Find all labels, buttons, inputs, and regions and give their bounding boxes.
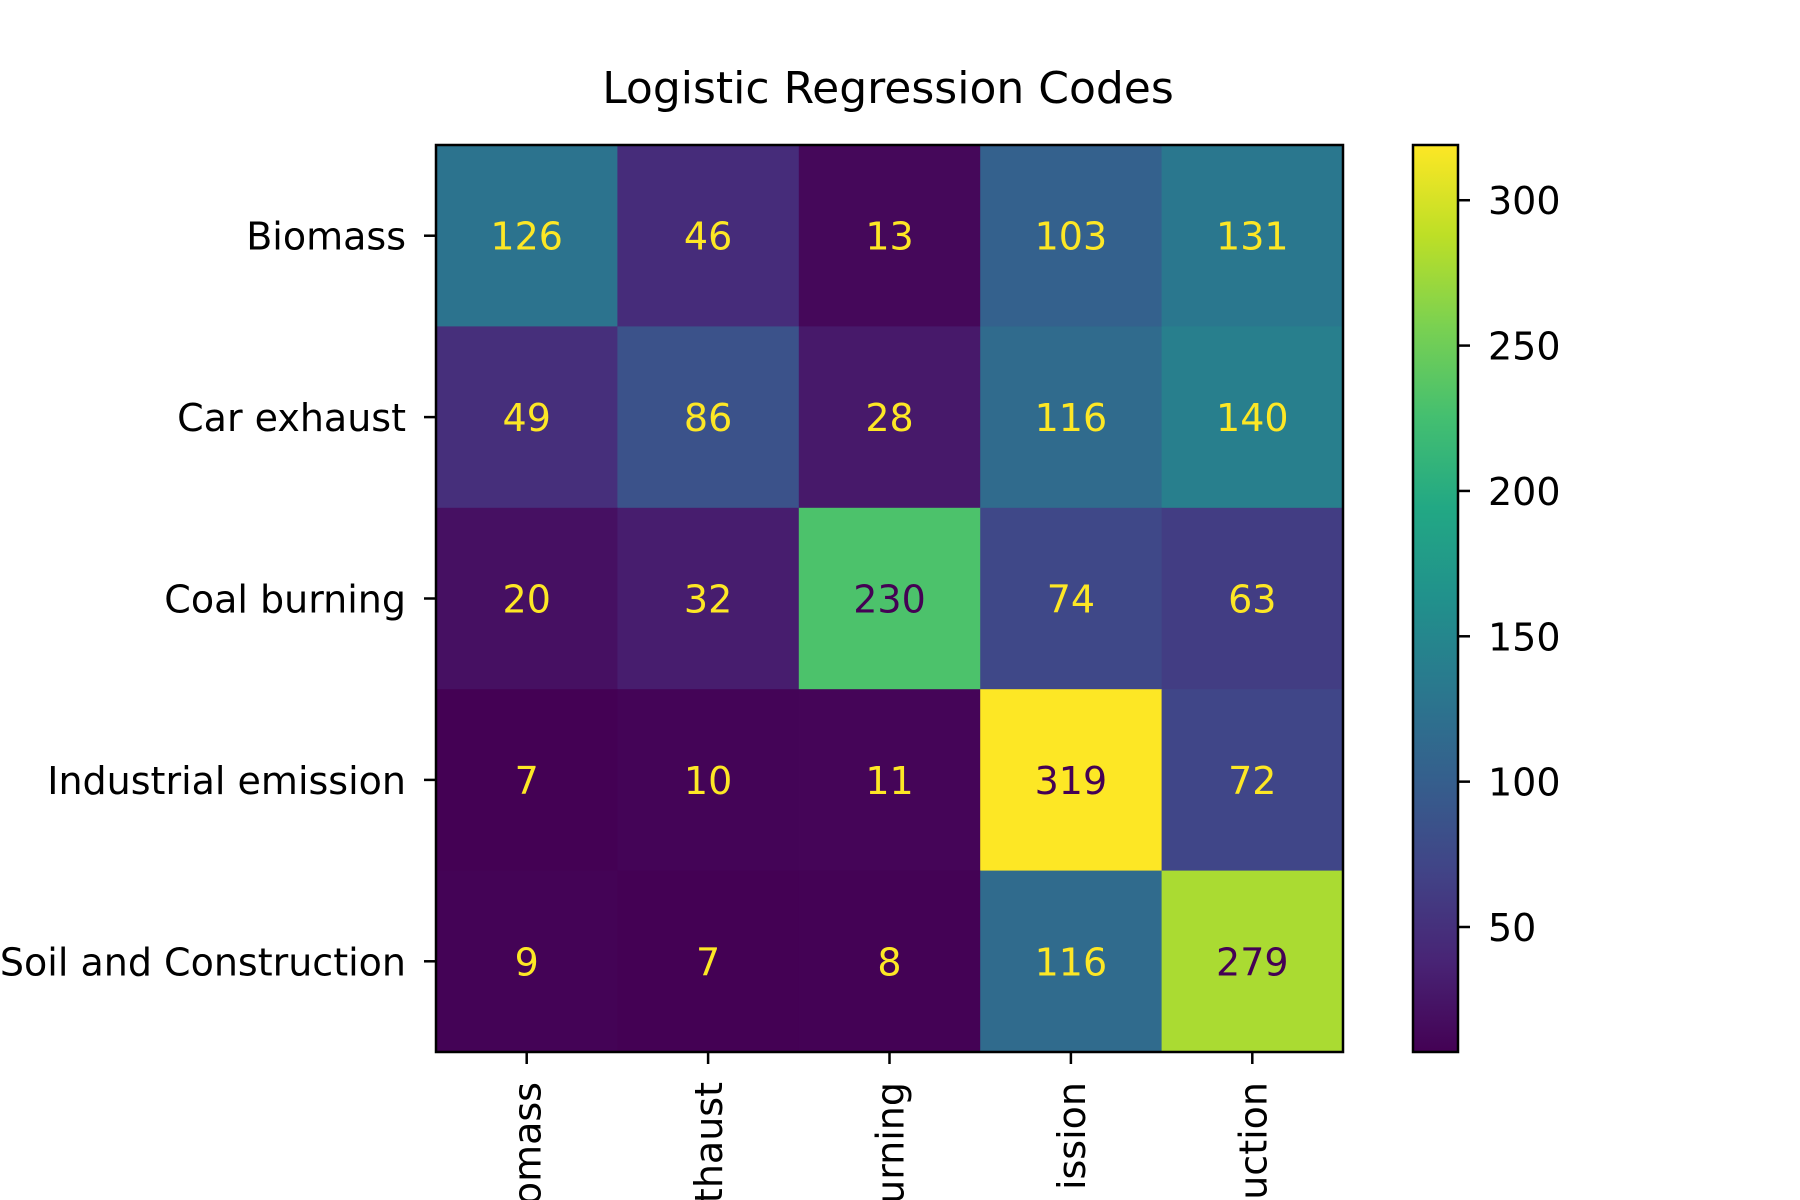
cell-value-label: 10 <box>684 759 732 803</box>
x-tick-label: thaust <box>687 1082 731 1200</box>
cell-value-label: 46 <box>684 215 732 259</box>
colorbar-tick-label: 150 <box>1488 615 1561 659</box>
cell-value-label: 103 <box>1035 215 1108 259</box>
cell-value-label: 32 <box>684 578 732 622</box>
colorbar-tick-label: 300 <box>1488 179 1561 223</box>
y-tick-label: Soil and Construction <box>0 940 406 984</box>
cell-value-label: 7 <box>696 940 720 984</box>
heatmap-cell-r0-c1 <box>617 145 800 327</box>
heatmap-cell-r4-c2 <box>798 870 981 1053</box>
heatmap-cell-r0-c2 <box>798 145 981 327</box>
chart-title: Logistic Regression Codes <box>602 63 1174 114</box>
heatmap-cell-r4-c0 <box>436 870 618 1053</box>
cell-value-label: 140 <box>1216 396 1289 440</box>
heatmap-cell-r2-c4 <box>1161 507 1344 690</box>
cell-value-label: 7 <box>515 759 539 803</box>
heatmap-cell-r1-c1 <box>617 326 800 509</box>
heatmap-cell-r2-c2 <box>798 507 981 690</box>
y-tick-label: Industrial emission <box>47 759 406 803</box>
heatmap-cell-r4-c1 <box>617 870 800 1053</box>
heatmap-cell-r3-c3 <box>980 689 1163 872</box>
cell-value-label: 28 <box>865 396 913 440</box>
colorbar-tick-label: 250 <box>1488 325 1561 369</box>
heatmap-cell-r1-c0 <box>436 326 618 509</box>
cell-value-label: 74 <box>1047 578 1095 622</box>
heatmap-cell-r1-c4 <box>1161 326 1344 509</box>
heatmap-cell-r3-c1 <box>617 689 800 872</box>
heatmap-cell-r2-c1 <box>617 507 800 690</box>
cell-value-label: 13 <box>865 215 913 259</box>
cell-value-label: 319 <box>1035 759 1108 803</box>
x-tick-label: urning <box>869 1082 913 1200</box>
heatmap-cell-r1-c3 <box>980 326 1163 509</box>
heatmap-cell-labels: 126 46 13 103 131 49 86 28 116 140 20 32 230 74 63 7 10 1… <box>490 215 1288 985</box>
heatmap-cell-r4-c3 <box>980 870 1163 1053</box>
x-tick-label: uction <box>1231 1082 1275 1200</box>
colorbar-tick-label: 200 <box>1488 470 1561 514</box>
cell-value-label: 8 <box>877 940 901 984</box>
y-axis: Biomass Car exhaust Coal burning Industrial… <box>0 215 436 984</box>
heatmap-cell-r0-c0 <box>436 145 618 327</box>
x-tick-label: ission <box>1050 1082 1094 1190</box>
cell-value-label: 11 <box>865 759 913 803</box>
cell-value-label: 116 <box>1035 940 1108 984</box>
heatmap-cell-r3-c0 <box>436 689 618 872</box>
cell-value-label: 72 <box>1228 759 1276 803</box>
heatmap-cell-r2-c0 <box>436 507 618 690</box>
cell-value-label: 86 <box>684 396 732 440</box>
x-axis: omass thaust urning ission uction <box>506 1052 1275 1200</box>
heatmap-cell-r1-c2 <box>798 326 981 509</box>
heatmap-cell-r3-c4 <box>1161 689 1344 872</box>
colorbar-ticks: 50 100 150 200 250 300 <box>1458 179 1561 950</box>
y-tick-label: Biomass <box>246 215 406 259</box>
heatmap-cell-r2-c3 <box>980 507 1163 690</box>
cell-value-label: 49 <box>503 396 551 440</box>
cell-value-label: 9 <box>515 940 539 984</box>
heatmap-cell-r3-c2 <box>798 689 981 872</box>
cell-value-label: 131 <box>1216 215 1289 259</box>
cell-value-label: 279 <box>1216 940 1289 984</box>
y-tick-label: Car exhaust <box>177 396 406 440</box>
heatmap-cell-r0-c4 <box>1161 145 1344 327</box>
heatmap-cell-r4-c4 <box>1161 870 1344 1053</box>
colorbar-tick-label: 50 <box>1488 906 1536 950</box>
cell-value-label: 63 <box>1228 578 1276 622</box>
y-tick-label: Coal burning <box>164 578 406 622</box>
cell-value-label: 116 <box>1035 396 1108 440</box>
heatmap-cells <box>436 145 1344 1053</box>
cell-value-label: 230 <box>853 578 926 622</box>
x-tick-label: omass <box>506 1082 550 1200</box>
colorbar <box>1411 143 1460 1054</box>
heatmap-cell-r0-c3 <box>980 145 1163 327</box>
cell-value-label: 126 <box>490 215 563 259</box>
cell-value-label: 20 <box>503 578 551 622</box>
colorbar-tick-label: 100 <box>1488 761 1561 805</box>
